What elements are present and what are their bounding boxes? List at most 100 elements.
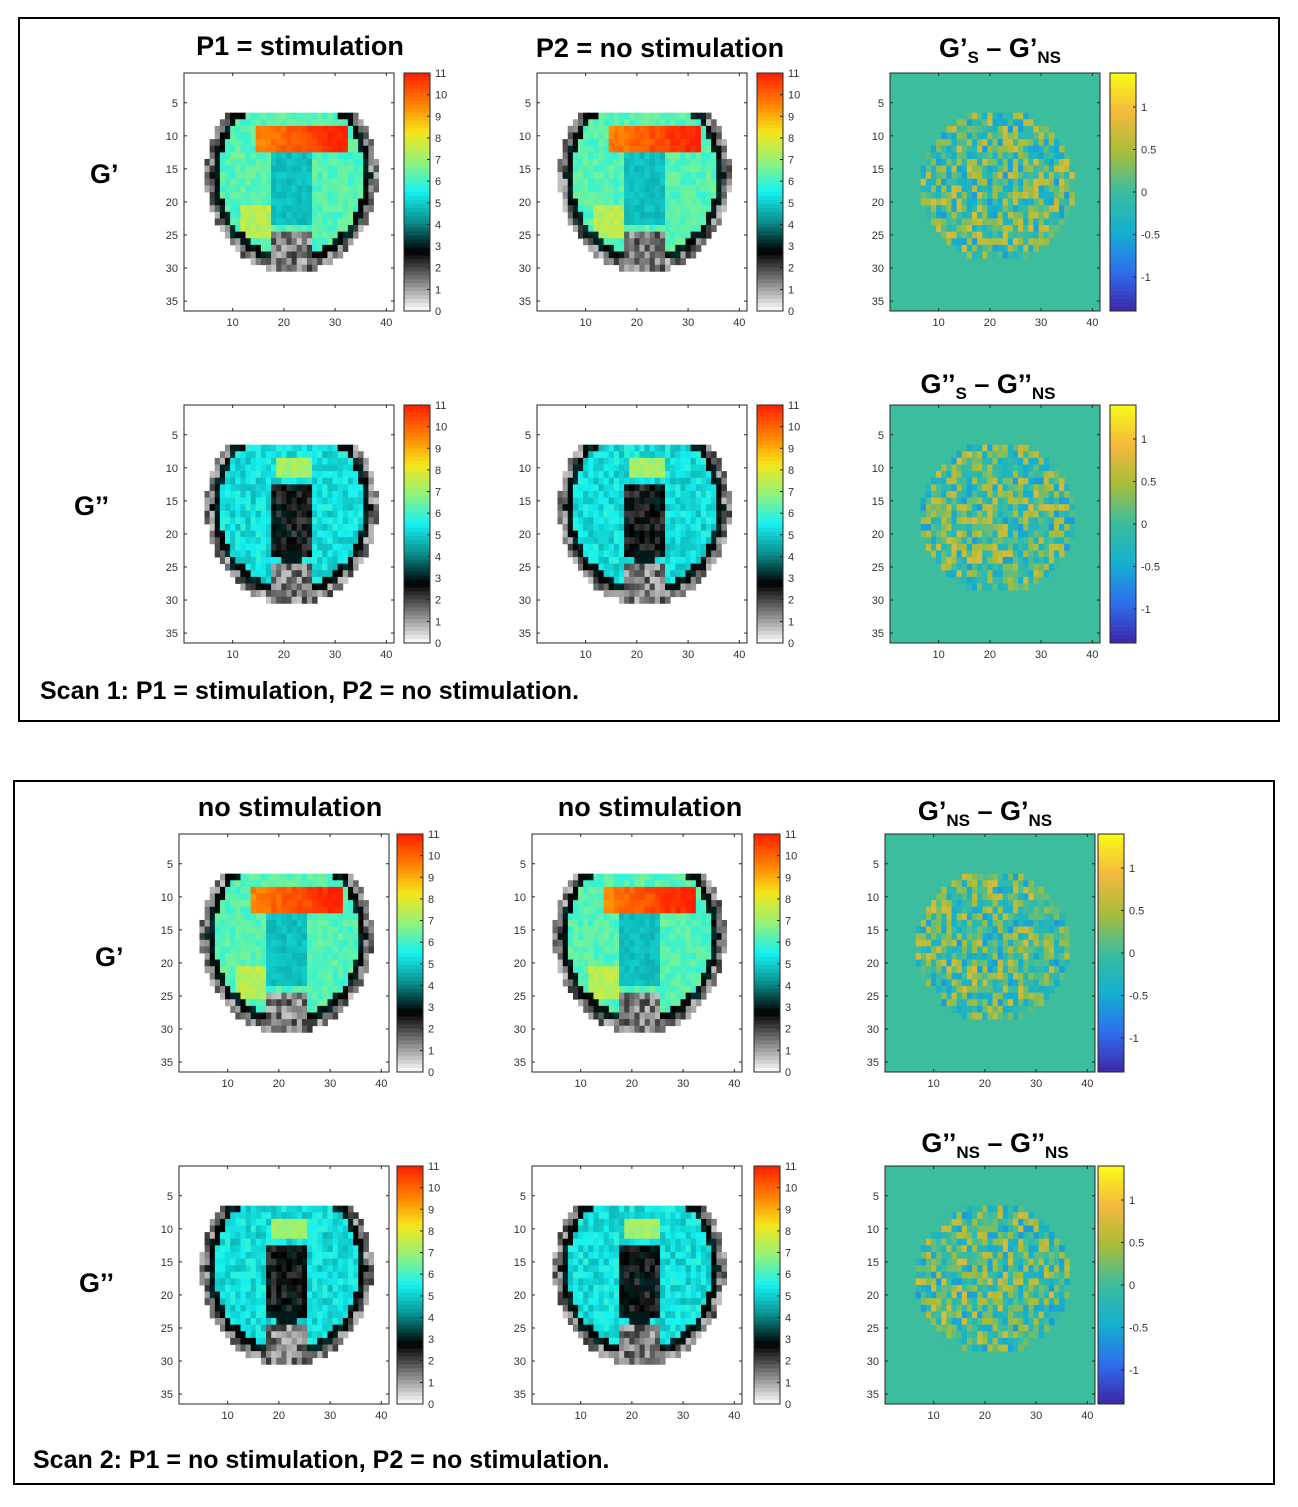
heatmap-cell [639, 172, 645, 180]
heatmap-cell [312, 510, 318, 518]
heatmap-cell [700, 510, 707, 518]
heatmap-cell [306, 205, 313, 213]
heatmap-cell [276, 510, 282, 518]
heatmap-cell [1033, 524, 1039, 532]
heatmap-cell [977, 198, 983, 206]
heatmap-cell [312, 112, 318, 120]
heatmap-cell [700, 158, 707, 166]
x-tick-label: 20 [984, 317, 996, 329]
heatmap-cell [588, 238, 594, 246]
heatmap-cell [332, 537, 339, 545]
heatmap-cell [603, 125, 610, 133]
colorbar-swatch [1110, 456, 1136, 462]
heatmap-cell [245, 218, 251, 226]
heatmap-cell [260, 244, 267, 252]
heatmap-cell [317, 953, 323, 961]
heatmap-cell [603, 557, 610, 565]
heatmap-cell [214, 524, 221, 532]
heatmap-cell [301, 211, 308, 219]
heatmap-cell [659, 178, 666, 186]
heatmap-cell [685, 158, 692, 166]
x-tick-label: 40 [375, 1078, 387, 1090]
heatmap-cell [332, 524, 339, 532]
heatmap-cell [271, 946, 277, 954]
heatmap-cell [281, 953, 287, 961]
heatmap-cell [276, 893, 282, 901]
heatmap-cell [265, 524, 272, 532]
heatmap-cell [265, 132, 272, 140]
heatmap-cell [276, 457, 282, 465]
heatmap-cell [629, 451, 635, 459]
heatmap-cell [982, 244, 988, 252]
heatmap-cell [956, 563, 963, 571]
heatmap-cell [332, 557, 339, 565]
heatmap-cell [665, 205, 671, 213]
heatmap-cell [583, 490, 589, 498]
heatmap-cell [265, 205, 272, 213]
heatmap-cell [593, 484, 599, 492]
heatmap-cell [1038, 165, 1045, 173]
colorbar-swatch [1110, 108, 1136, 114]
heatmap-cell [629, 490, 635, 498]
heatmap-cell [567, 550, 574, 558]
heatmap-cell [1028, 192, 1034, 200]
heatmap-cell [680, 145, 686, 153]
heatmap-cell [265, 225, 272, 233]
colorbar-swatch [1110, 531, 1136, 537]
heatmap-cell [1012, 490, 1019, 498]
heatmap-cell [342, 504, 349, 512]
heatmap-cell [322, 258, 328, 266]
heatmap-cell [260, 471, 267, 479]
heatmap-cell [593, 178, 599, 186]
heatmap-cell [670, 471, 676, 479]
heatmap-cell [317, 1012, 323, 1020]
heatmap-cell [332, 484, 339, 492]
heatmap-cell [685, 185, 692, 193]
heatmap-cell [721, 510, 727, 518]
heatmap-cell [250, 504, 257, 512]
heatmap-cell [1059, 517, 1065, 525]
colorbar-swatch [1110, 263, 1136, 268]
heatmap-cell [665, 596, 671, 604]
heatmap-cell [1043, 550, 1050, 558]
colorbar-swatch [1110, 432, 1136, 438]
heatmap-cell [956, 238, 963, 246]
heatmap-cell [706, 139, 712, 147]
heatmap-cell [271, 530, 277, 538]
heatmap-cell [265, 178, 272, 186]
colorbar-swatch [1110, 76, 1136, 82]
heatmap-cell [639, 451, 645, 459]
heatmap-cell [997, 172, 1004, 180]
heatmap-cell [675, 471, 681, 479]
heatmap-cell [332, 517, 339, 525]
heatmap-cell [240, 979, 246, 987]
heatmap-cell [977, 477, 983, 485]
x-tick-label: 20 [273, 1078, 285, 1090]
heatmap-cell [291, 264, 298, 272]
heatmap-cell [634, 596, 640, 604]
heatmap-cell [296, 537, 303, 545]
heatmap-cell [613, 125, 620, 133]
heatmap-cell [685, 112, 692, 120]
heatmap-cell [649, 451, 656, 459]
heatmap-cell [670, 550, 676, 558]
heatmap-cell [706, 132, 712, 140]
heatmap-cell [608, 550, 615, 558]
heatmap-cell [250, 953, 257, 961]
heatmap-cell [317, 524, 323, 532]
heatmap-cell [1002, 537, 1009, 545]
colorbar-swatch [404, 96, 430, 102]
heatmap-cell [1012, 477, 1019, 485]
heatmap-cell [342, 550, 349, 558]
heatmap-cell [951, 165, 957, 173]
heatmap-cell [992, 238, 998, 246]
heatmap-cell [317, 979, 323, 987]
heatmap-cell [675, 464, 681, 472]
heatmap-cell [209, 913, 216, 921]
heatmap-cell [685, 557, 692, 565]
colorbar-swatch [757, 172, 783, 177]
colorbar-tick-label: 11 [788, 68, 799, 80]
heatmap-cell [987, 139, 993, 147]
heatmap-cell [634, 583, 640, 591]
heatmap-cell [649, 490, 656, 498]
